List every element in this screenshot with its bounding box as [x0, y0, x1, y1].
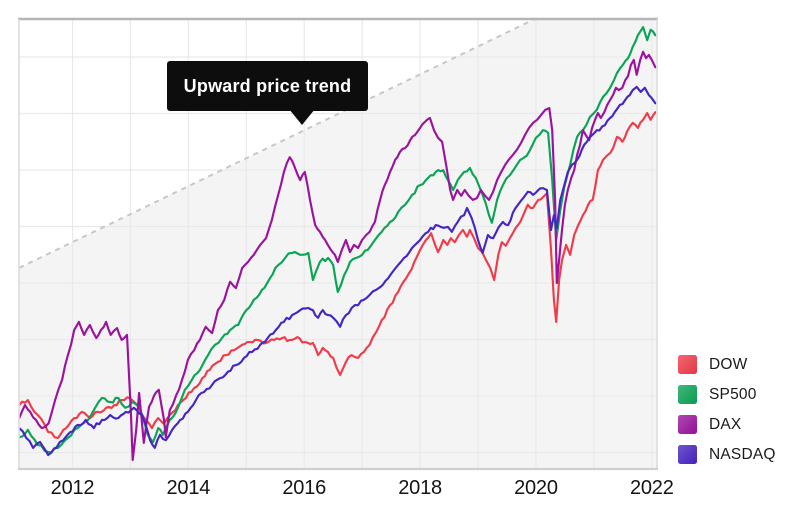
series-line-dow	[19, 111, 657, 439]
annotation-label: Upward price trend	[183, 75, 352, 96]
legend-swatch	[678, 415, 697, 434]
legend-item-sp500[interactable]: SP500	[678, 385, 776, 404]
legend-item-label: NASDAQ	[709, 446, 776, 463]
legend-item-dow[interactable]: DOW	[678, 355, 776, 374]
legend-item-label: DAX	[709, 416, 742, 433]
legend-item-label: SP500	[709, 386, 757, 403]
series-line-dax	[19, 50, 657, 462]
legend-item-dax[interactable]: DAX	[678, 415, 776, 434]
annotation-tooltip-pointer	[289, 109, 315, 125]
series-line-nasdaq	[19, 85, 657, 457]
legend-swatch	[678, 355, 697, 374]
legend-swatch	[678, 445, 697, 464]
chart-legend: DOW SP500 DAX NASDAQ	[678, 355, 776, 464]
annotation-tooltip: Upward price trend	[167, 61, 368, 111]
legend-item-label: DOW	[709, 356, 748, 373]
series-line-sp500	[19, 26, 657, 454]
legend-item-nasdaq[interactable]: NASDAQ	[678, 445, 776, 464]
legend-swatch	[678, 385, 697, 404]
